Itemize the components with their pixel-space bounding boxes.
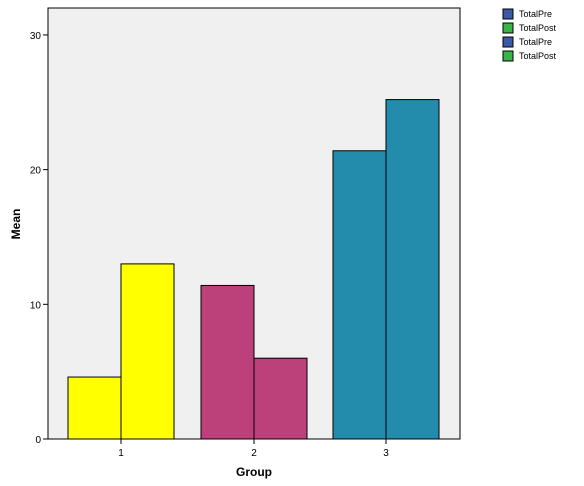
legend: TotalPre TotalPost TotalPre TotalPost <box>502 8 557 62</box>
bar-group-2-totalpost <box>253 357 308 440</box>
legend-swatch <box>502 22 514 34</box>
bar-group-2-totalpre <box>200 284 255 440</box>
legend-swatch <box>502 50 514 62</box>
y-tick-label: 20 <box>30 166 42 177</box>
legend-label: TotalPre <box>519 37 552 47</box>
bar-group-3-totalpre <box>332 150 387 440</box>
y-tick-label: 30 <box>30 31 42 42</box>
x-tick-label: 2 <box>251 448 257 459</box>
y-axis-label: Mean <box>9 209 23 240</box>
legend-swatch <box>502 8 514 20</box>
bar-group-3-totalpost <box>385 99 440 440</box>
y-tick-label: 10 <box>30 300 42 311</box>
bar-group-1-totalpre <box>67 376 122 440</box>
x-tick-label: 3 <box>383 448 389 459</box>
legend-swatch <box>502 36 514 48</box>
bars-group <box>67 99 440 440</box>
bar-group-1-totalpost <box>120 263 175 440</box>
legend-label: TotalPost <box>519 51 557 61</box>
y-axis: 0 10 20 30 <box>30 31 48 446</box>
x-axis: 1 2 3 <box>118 439 389 459</box>
x-axis-label: Group <box>236 465 272 479</box>
x-tick-label: 1 <box>118 448 124 459</box>
legend-label: TotalPre <box>519 9 552 19</box>
legend-label: TotalPost <box>519 23 557 33</box>
y-tick-label: 0 <box>35 435 41 446</box>
